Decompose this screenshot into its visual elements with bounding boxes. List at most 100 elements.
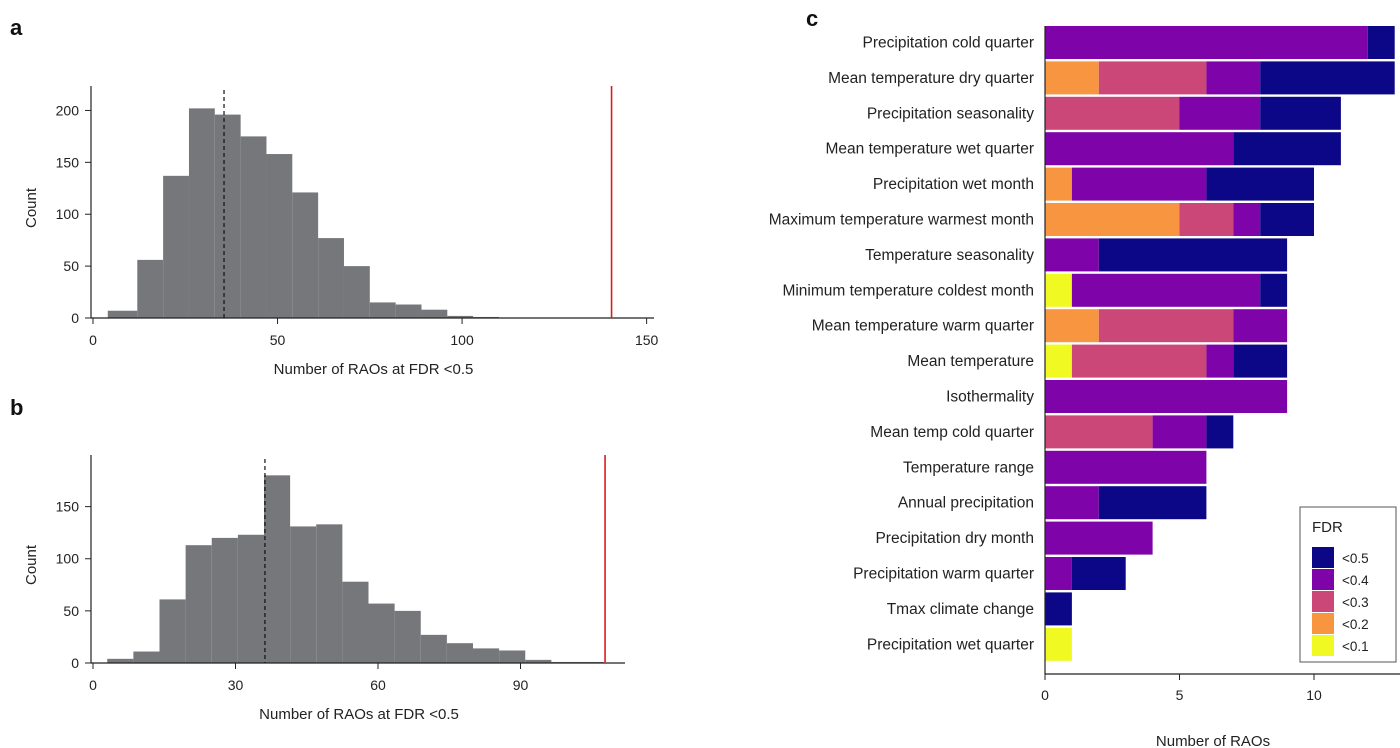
bar-segment [1233,344,1288,378]
bar-segment [1045,521,1153,555]
x-tick-label: 100 [450,332,474,348]
bar-segment [1152,415,1207,449]
bar-segment [1260,61,1395,95]
category-label: Mean temperature wet quarter [826,141,1035,158]
bar-segment [1045,450,1207,484]
y-axis-label: Count [23,544,40,585]
y-axis-label: Count [23,187,40,228]
histogram-bar [316,524,343,663]
legend-entry-label: <0.1 [1342,639,1369,654]
bar-segment [1045,273,1072,307]
bar-segment [1071,167,1207,201]
histogram-bar [214,114,241,318]
bar-segment [1045,486,1099,520]
bar-segment [1367,26,1395,59]
bar-segment [1206,167,1314,201]
y-tick-label: 50 [63,258,79,274]
legend-swatch [1312,547,1334,568]
histogram-bar [290,526,317,663]
bar-segment [1206,344,1234,378]
bar-segment [1045,238,1099,272]
histogram-bar [185,545,212,663]
category-label: Precipitation cold quarter [863,35,1034,52]
x-axis-label: Number of RAOs at FDR <0.5 [259,706,459,723]
legend-title: FDR [1312,519,1343,536]
bar-segment [1098,309,1234,343]
y-tick-label: 150 [56,154,80,170]
category-label: Minimum temperature coldest month [782,282,1034,299]
x-tick-label: 0 [89,677,97,693]
histogram-bar [369,302,396,318]
bar-segment [1045,309,1099,343]
x-tick-label: 90 [513,677,529,693]
histogram-bar [107,658,134,663]
category-label: Tmax climate change [887,601,1034,618]
histogram-bar [292,192,319,318]
x-axis-label: Number of RAOs at FDR <0.5 [274,361,474,378]
x-tick-label: 150 [635,332,659,348]
bar-segment [1045,592,1072,626]
histogram-bar [137,259,164,318]
category-label: Temperature seasonality [865,247,1034,264]
category-label: Precipitation wet quarter [867,636,1034,653]
y-tick-label: 0 [71,310,79,326]
bar-segment [1045,167,1072,201]
category-label: Mean temperature dry quarter [828,70,1034,87]
bar-segment [1045,203,1180,236]
histogram-bar [447,315,474,318]
category-label: Temperature range [903,459,1034,476]
histogram-bar [420,634,447,663]
y-tick-label: 0 [71,655,79,671]
histogram-panel-a: 0 50 100 150 200 0 50 100 150 Number of RAOs at F… [23,86,659,378]
histogram-bar [343,266,370,318]
x-axis-label: Number of RAOs [1156,733,1270,748]
histogram-bar [188,108,215,319]
x-tick-label: 60 [370,677,386,693]
histogram-bar [133,651,160,663]
histogram-bar [395,304,422,318]
category-label: Precipitation warm quarter [853,566,1034,583]
x-tick-label: 0 [89,332,97,348]
panel-b-label: b [10,395,23,420]
histogram-bar [473,648,500,663]
bar-segment [1071,273,1261,307]
bar-segment [1045,380,1288,413]
histogram-bar [499,650,526,663]
y-tick-label: 100 [56,206,80,222]
legend-entry-label: <0.5 [1342,551,1369,566]
bar-segment [1045,61,1099,95]
legend-swatch [1312,591,1334,612]
x-tick-label: 50 [270,332,286,348]
bar-segment [1098,238,1288,272]
category-label: Mean temp cold quarter [870,424,1034,441]
category-label: Annual precipitation [898,495,1034,512]
category-label: Precipitation seasonality [867,105,1034,122]
bar-segment [1206,61,1261,95]
histogram-bar [421,309,448,318]
bar-segment [1045,96,1180,130]
bar-segment [1045,26,1368,59]
legend-swatch [1312,613,1334,634]
bar-segment [1179,203,1234,236]
x-tick-label: 10 [1306,687,1322,703]
bar-segment [1179,96,1261,130]
stacked-bar-panel-c: Precipitation cold quarter Mean temperatu… [769,26,1400,748]
bar-segment [1260,203,1314,236]
histogram-bar [266,154,293,318]
bar-segment [1045,415,1153,449]
y-tick-label: 50 [63,603,79,619]
category-label: Precipitation dry month [875,530,1034,547]
x-tick-label: 5 [1176,687,1184,703]
bar-segment [1260,273,1288,307]
legend-swatch [1312,569,1334,590]
bar-segment [1260,96,1341,130]
histogram-bar [318,238,344,318]
bar-segment [1045,132,1234,166]
bar-segment [1098,61,1207,95]
bar-segment [1233,203,1261,236]
legend-entry-label: <0.3 [1342,595,1369,610]
y-tick-label: 150 [56,499,80,515]
bar-segment [1233,132,1341,166]
histogram-bar [211,537,238,663]
